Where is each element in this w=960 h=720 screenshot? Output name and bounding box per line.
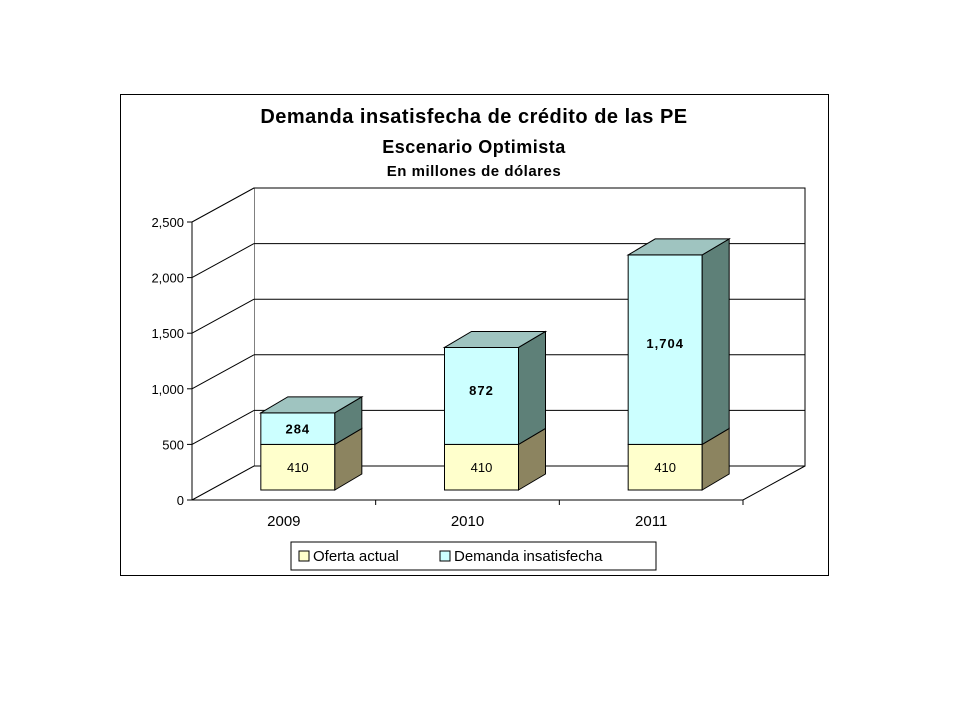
data-label: 410 — [287, 460, 309, 475]
y-tick-label: 2,000 — [151, 271, 184, 286]
data-label: 410 — [471, 460, 493, 475]
bar-top — [626, 238, 731, 256]
chart-subtitle-units: En millones de dólares — [387, 163, 561, 180]
y-tick-label: 1,000 — [151, 382, 184, 397]
legend-label-demanda: Demanda insatisfecha — [454, 548, 603, 565]
bar-oferta-2009 — [260, 443, 336, 491]
bar-demanda-2009 — [260, 412, 336, 445]
x-tick-label: 2010 — [451, 513, 484, 530]
bar-top — [259, 396, 364, 414]
gridline-side — [191, 187, 255, 223]
legend-label-oferta: Oferta actual — [313, 548, 399, 565]
gridline-side — [191, 354, 255, 390]
side-wall — [192, 188, 254, 500]
y-tick-label: 1,500 — [151, 326, 184, 341]
y-tick-label: 0 — [177, 493, 184, 508]
data-label: 1,704 — [646, 336, 684, 351]
gridline-side — [191, 298, 255, 334]
legend-swatch-demanda — [439, 550, 451, 562]
bar-side — [701, 238, 730, 446]
gridline-side — [191, 409, 255, 445]
x-tick-label: 2011 — [635, 513, 667, 530]
gridline-side — [191, 243, 255, 279]
legend-box — [290, 541, 657, 571]
y-tick-label: 2,500 — [151, 215, 184, 230]
chart-subtitle: Escenario Optimista — [382, 137, 566, 157]
bar-oferta-2010 — [444, 443, 519, 491]
data-label: 410 — [654, 460, 676, 475]
bar-side — [518, 330, 546, 446]
y-tick-label: 500 — [162, 437, 184, 452]
data-label: 872 — [469, 383, 494, 398]
bar-top — [442, 330, 548, 348]
chart-title: Demanda insatisfecha de crédito de las P… — [260, 106, 687, 128]
x-tick-label: 2009 — [267, 513, 300, 530]
data-label: 284 — [285, 422, 310, 437]
legend-swatch-oferta — [298, 550, 310, 562]
